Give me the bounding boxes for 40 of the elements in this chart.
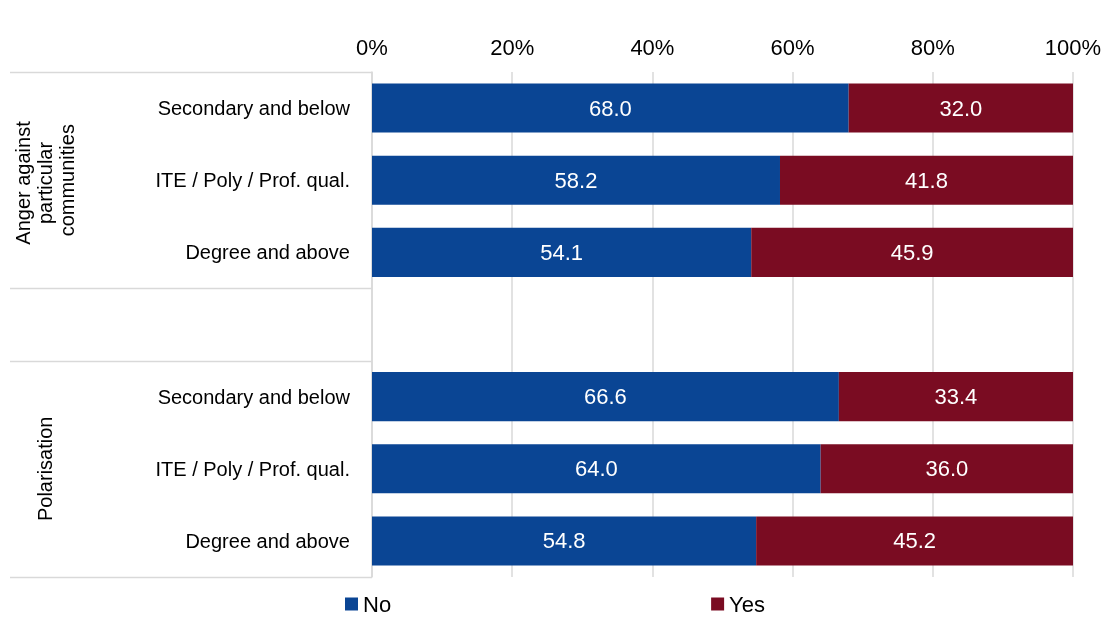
- x-tick-label: 60%: [770, 34, 815, 60]
- y-tick-label: ITE / Poly / Prof. qual.: [155, 169, 350, 192]
- bar: [820, 444, 1073, 494]
- bar: [372, 155, 780, 205]
- bar: [372, 516, 757, 566]
- legend-label: No: [362, 591, 392, 617]
- y-tick-label: ITE / Poly / Prof. qual.: [155, 457, 350, 480]
- legend-label: Yes: [729, 591, 766, 617]
- bar: [838, 372, 1073, 422]
- bar: [756, 516, 1073, 566]
- y-tick-label: Secondary and below: [157, 385, 351, 408]
- text: Polarisation: [34, 416, 56, 522]
- bar: [372, 83, 849, 133]
- x-tick-label: 0%: [356, 34, 388, 60]
- data-label: 64.0: [574, 456, 618, 482]
- x-tick-label: 100%: [1044, 34, 1102, 60]
- bar: [848, 83, 1073, 133]
- y-tick-label: Secondary and below: [157, 97, 351, 120]
- data-label: 41.8: [905, 167, 948, 193]
- data-label: 33.4: [934, 384, 978, 410]
- data-label: 54.1: [540, 239, 584, 265]
- data-label: 45.9: [890, 239, 934, 265]
- x-tick-label: 80%: [910, 34, 955, 60]
- y-tick-label: Degree and above: [185, 241, 350, 264]
- data-label: 68.0: [588, 95, 632, 121]
- bar: [779, 155, 1073, 205]
- bar: [751, 227, 1073, 277]
- bar: [372, 444, 821, 494]
- bar: [372, 227, 752, 277]
- bar: [372, 372, 839, 422]
- data-label: 32.0: [939, 95, 983, 121]
- data-label: 45.2: [893, 528, 936, 554]
- text: Anger against particular communities: [12, 115, 78, 245]
- data-label: 54.8: [542, 528, 586, 554]
- y-tick-label: Degree and above: [185, 529, 350, 552]
- data-label: 58.2: [554, 167, 598, 193]
- data-label: 66.6: [584, 384, 627, 410]
- x-tick-label: 20%: [490, 34, 535, 60]
- x-tick-label: 40%: [630, 34, 675, 60]
- data-label: 36.0: [925, 456, 969, 482]
